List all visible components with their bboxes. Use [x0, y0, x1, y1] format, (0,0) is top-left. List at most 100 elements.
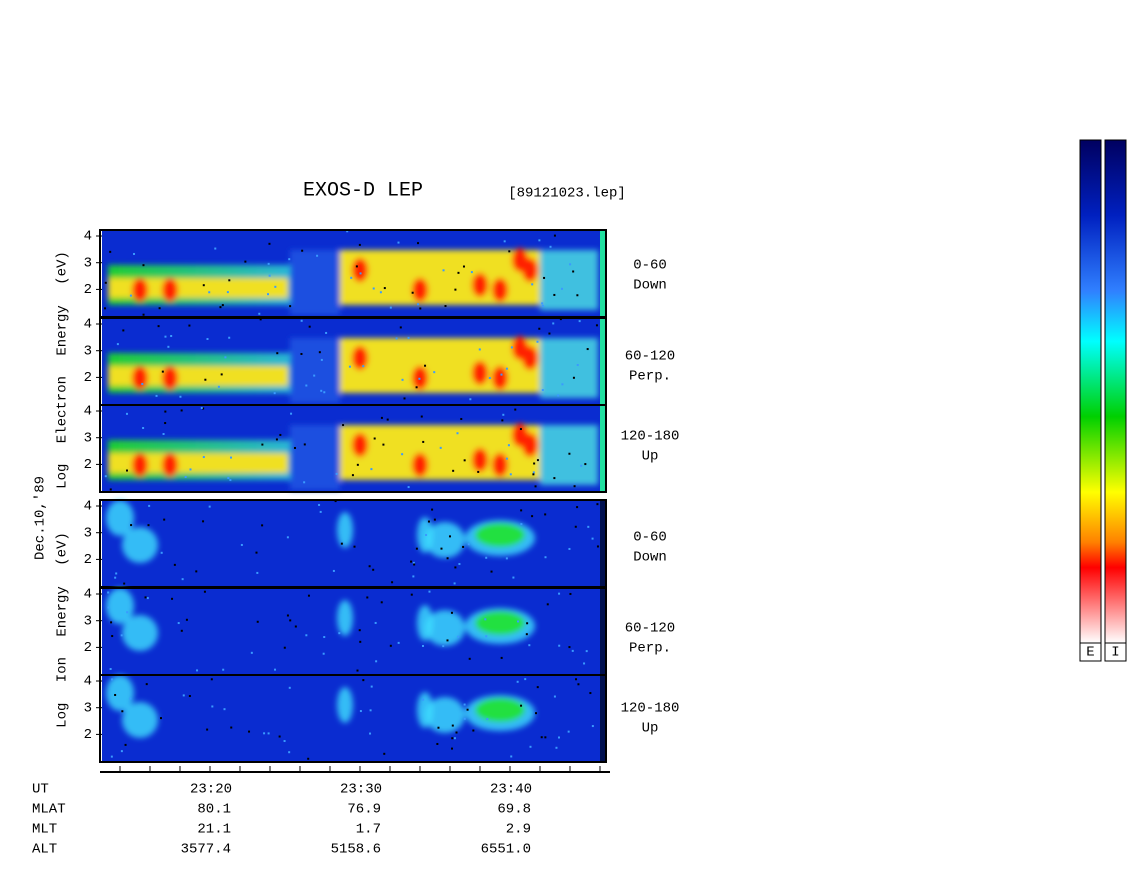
edge [600, 405, 606, 492]
noise [541, 302, 544, 305]
noise [279, 433, 282, 436]
row-value: 2.9 [506, 822, 531, 838]
noise [457, 271, 460, 274]
noise [589, 692, 592, 695]
noise [568, 646, 571, 649]
noise [369, 732, 372, 735]
hot-spot [132, 278, 148, 302]
noise [558, 644, 561, 647]
noise [485, 635, 488, 638]
noise [288, 258, 291, 261]
noise [188, 695, 191, 698]
noise [372, 287, 375, 290]
noise [437, 726, 440, 729]
noise [433, 371, 436, 374]
noise [275, 438, 278, 441]
noise [267, 262, 270, 265]
gap [290, 250, 340, 315]
noise [529, 745, 532, 748]
noise [342, 424, 345, 427]
hot-spot [522, 433, 538, 457]
noise [293, 446, 296, 449]
noise [358, 629, 361, 632]
noise [596, 545, 599, 548]
hot-spot [472, 361, 488, 385]
noise [553, 695, 556, 698]
noise [442, 269, 445, 272]
noise [181, 578, 184, 581]
noise [460, 417, 463, 420]
noise [164, 410, 167, 413]
noise [362, 365, 365, 368]
y-tick-label: 4 [84, 499, 92, 515]
noise [442, 645, 445, 648]
noise [206, 728, 209, 731]
noise [167, 345, 170, 348]
noise [356, 463, 359, 466]
noise [200, 406, 203, 409]
noise [439, 446, 442, 449]
y-tick-label: 4 [84, 404, 92, 420]
noise [286, 614, 289, 617]
noise [334, 500, 337, 503]
row-name: MLAT [32, 802, 66, 818]
spectrogram [108, 248, 598, 315]
noise [274, 668, 277, 671]
noise [288, 686, 291, 689]
row-value: 21.1 [197, 822, 231, 838]
noise [256, 571, 259, 574]
noise [111, 635, 114, 638]
y-tick-label: 4 [84, 317, 92, 333]
noise [553, 477, 556, 480]
noise [196, 669, 199, 672]
noise [206, 338, 209, 341]
noise [226, 291, 229, 294]
y-tick-label: 4 [84, 674, 92, 690]
noise [319, 510, 322, 513]
hot-spot [132, 453, 148, 477]
noise [263, 732, 266, 735]
y-tick-label: 3 [84, 255, 92, 271]
noise [350, 276, 353, 279]
panel: 2 3 4 0-60 Down [84, 499, 667, 588]
ion-axis-label: Log Ion Energy (eV) [55, 532, 71, 728]
blob [106, 500, 134, 536]
noise [355, 265, 358, 268]
panel-direction: Perp. [629, 641, 671, 657]
time-axis: 23:20 23:30 23:40 [100, 766, 610, 798]
noise [346, 230, 349, 233]
noise [410, 560, 413, 563]
noise [572, 376, 575, 379]
noise [104, 475, 107, 478]
blob [425, 610, 465, 646]
gap [290, 425, 340, 490]
hot-spot [412, 453, 428, 477]
noise [569, 592, 572, 595]
noise [407, 486, 410, 489]
noise [456, 432, 459, 435]
noise [208, 291, 211, 294]
noise [227, 477, 230, 480]
noise [114, 693, 117, 696]
noise [303, 443, 306, 446]
noise [373, 437, 376, 440]
noise [184, 476, 187, 479]
noise [587, 525, 590, 528]
noise [469, 398, 472, 401]
row-value: 76.9 [347, 802, 381, 818]
noise [107, 591, 110, 594]
noise [420, 415, 423, 418]
noise [389, 306, 392, 309]
noise [544, 513, 547, 516]
noise [422, 698, 425, 701]
row-value: 80.1 [197, 802, 231, 818]
noise [256, 620, 259, 623]
noise [177, 622, 180, 625]
noise [123, 582, 126, 585]
blob [475, 523, 525, 547]
noise [591, 537, 594, 540]
blob [425, 522, 465, 558]
row-value: 69.8 [497, 802, 531, 818]
blob [337, 687, 353, 723]
